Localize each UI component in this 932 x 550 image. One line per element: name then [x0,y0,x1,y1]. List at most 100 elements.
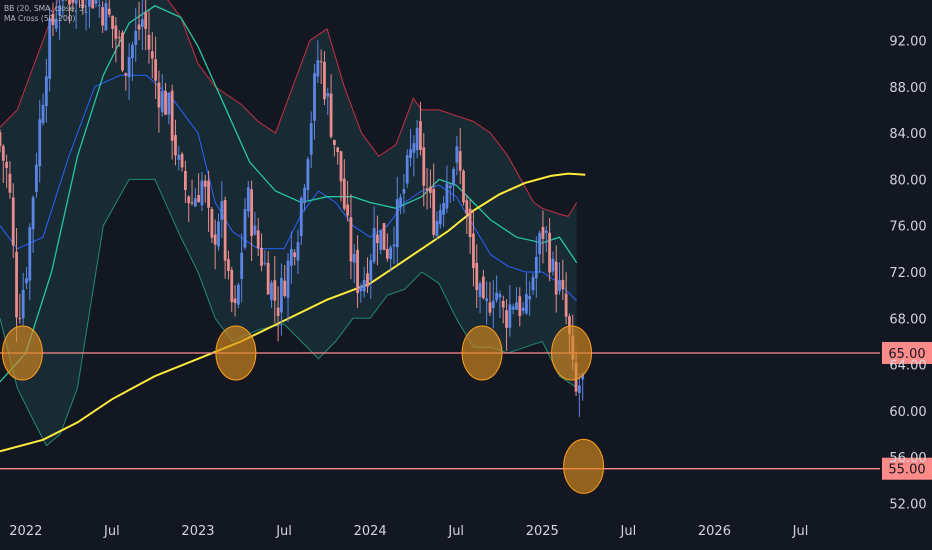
candle-body [488,302,492,313]
candle-body [38,119,42,167]
candle-body [581,373,585,380]
candle-body [296,242,300,261]
candle-body [236,284,240,305]
candle-body [435,220,439,236]
candle-body [0,132,2,147]
candle-body [193,198,197,207]
candle-body [276,307,280,316]
candle-body [8,173,12,193]
candle-body [508,304,512,328]
candle-body [273,280,277,301]
candle-body [432,188,436,235]
y-tick-label: 76.00 [889,220,926,235]
candle-body [478,283,482,297]
candle-body [342,178,346,209]
y-tick-label: 80.00 [889,173,926,188]
candle-body [352,253,356,263]
candle-body [541,226,545,239]
candle-body [336,147,340,152]
candle-body [223,200,227,261]
candle-body [346,204,350,216]
highlight-circle-4 [563,438,605,494]
x-tick-label: Jul [103,524,120,539]
candle-body [445,183,449,209]
candle-body [174,135,177,156]
candle-body [323,61,326,100]
candle-body [81,0,85,9]
candle-body [442,203,446,215]
candle-body [167,92,171,115]
candle-body [94,0,98,4]
candle-body [329,93,333,137]
ma200-line [0,172,586,453]
candle-body [472,233,475,269]
candle-body [263,262,267,264]
candle-body [28,227,32,281]
candle-body [207,180,210,208]
candle-body [359,285,363,292]
candle-body [68,0,71,5]
candle-body [448,185,452,188]
candle-body [531,277,535,291]
candle-body [462,170,465,203]
candle-body [104,3,108,31]
candle-body [127,56,131,77]
candle-body [1,146,5,161]
candle-body [501,300,505,308]
candle-body [376,234,379,244]
candle-body [316,60,320,77]
legend-ma-cross[interactable]: MA Cross (50, 200) [4,14,76,23]
candle-body [389,247,393,260]
candle-body [544,230,548,233]
candle-body [402,188,406,194]
candle-body [203,180,207,187]
candle-body [395,199,399,248]
y-tick-label: 60.00 [889,405,926,420]
level-label-bg-1 [882,457,932,480]
candle-body [283,280,287,297]
y-tick-label: 88.00 [889,81,926,96]
candle-body [280,278,283,313]
candle-body [44,76,48,107]
bb-band-area [0,0,577,446]
candle-body [422,147,426,186]
candle-body [190,202,194,204]
price-axis[interactable]: 92.00 88.00 84.00 80.00 76.00 72.00 68.00 64.00… [889,35,926,513]
candle-body [309,123,313,155]
candle-body [157,82,161,108]
candle-body [31,197,35,230]
candle-body [405,155,409,184]
y-tick-label: 68.00 [889,312,926,327]
legend-bb[interactable]: BB (20, SMA, close, 3) [4,4,87,13]
candle-body [379,230,383,250]
candle-body [253,225,257,235]
candle-body [91,0,95,9]
candle-body [382,223,386,250]
x-tick-label: Jul [275,524,292,539]
candle-body [505,310,508,328]
candle-body [114,25,118,39]
horizontal-levels[interactable]: 65.00 55.00 [0,341,932,480]
candle-body [468,208,472,238]
y-tick-label: 64.00 [889,359,926,374]
candle-body [164,90,167,115]
candle-body [399,197,402,206]
candle-body [415,127,419,151]
candle-body [293,252,297,258]
candle-body [25,278,28,284]
candle-body [564,293,568,317]
candle-body [349,217,353,262]
candle-body [568,316,571,335]
candle-body [303,187,306,203]
candle-body [332,139,336,146]
candle-body [58,5,61,16]
time-axis[interactable]: 2022 Jul 2023 Jul 2024 Jul 2025 Jul 2026 Jul [9,524,808,539]
candle-body [35,164,38,193]
candle-body [538,232,542,255]
candle-body [61,0,65,1]
candle-body [74,0,78,4]
candle-body [362,279,366,292]
candle-body [217,221,220,247]
highlight-circle-1 [215,325,257,381]
